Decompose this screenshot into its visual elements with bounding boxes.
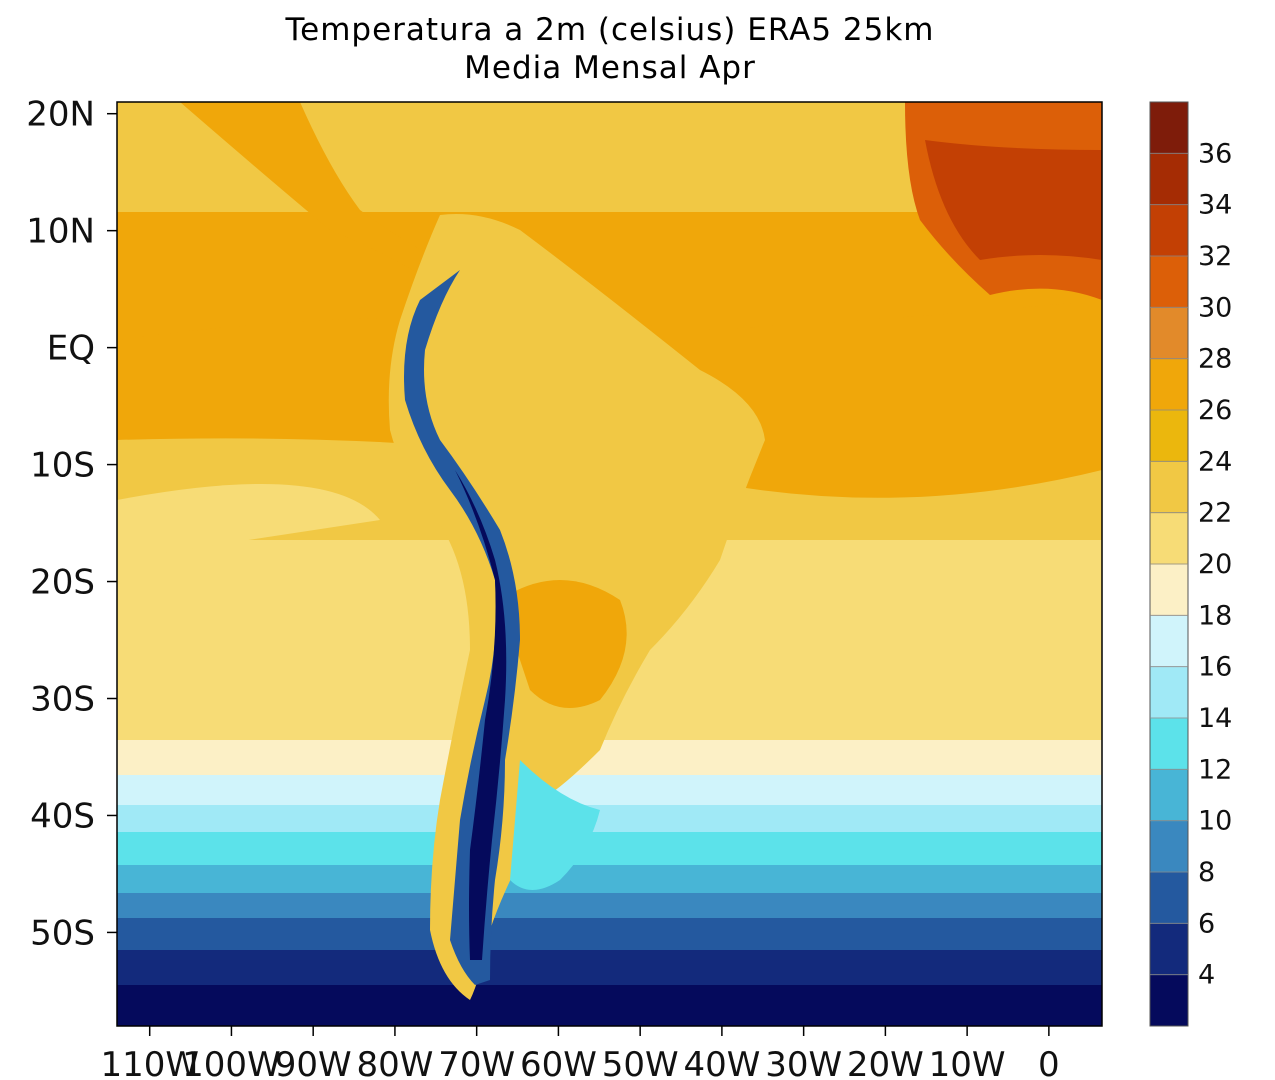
colorbar-label: 26 xyxy=(1198,395,1232,426)
colorbar-label: 30 xyxy=(1198,292,1232,323)
colorbar-label: 12 xyxy=(1198,754,1232,785)
lon-label: 20W xyxy=(847,1045,924,1080)
colorbar-label: 34 xyxy=(1198,190,1232,221)
map-title: Temperatura a 2m (celsius) ERA5 25km xyxy=(285,12,935,48)
colorbar-label: 18 xyxy=(1198,600,1232,631)
colorbar-swatch xyxy=(1150,307,1188,360)
lat-label: 10S xyxy=(30,446,95,486)
colorbar-label: 4 xyxy=(1198,960,1215,991)
lat-label: 20N xyxy=(26,95,95,135)
lat-label: 30S xyxy=(30,680,95,720)
lon-label: 70W xyxy=(438,1045,515,1080)
colorbar-swatch xyxy=(1150,769,1188,822)
lat-label: 40S xyxy=(30,796,95,836)
lon-label: 40W xyxy=(683,1045,760,1080)
colorbar-label: 32 xyxy=(1198,241,1232,272)
lon-label: 30W xyxy=(765,1045,842,1080)
colorbar-label: 16 xyxy=(1198,652,1232,683)
colorbar-swatch xyxy=(1150,153,1188,206)
lon-label: 60W xyxy=(520,1045,597,1080)
colorbar-label: 24 xyxy=(1198,446,1232,477)
colorbar-swatch xyxy=(1150,820,1188,873)
lon-label: 90W xyxy=(275,1045,352,1080)
colorbar-label: 28 xyxy=(1198,344,1232,375)
colorbar-label: 22 xyxy=(1198,498,1232,529)
colorbar-label: 8 xyxy=(1198,857,1215,888)
lon-label: 110W xyxy=(100,1045,199,1080)
map-subtitle: Media Mensal Apr xyxy=(464,50,756,86)
colorbar-swatch xyxy=(1150,615,1188,668)
colorbar-swatch xyxy=(1150,872,1188,924)
lon-label: 50W xyxy=(602,1045,679,1080)
colorbar-label: 10 xyxy=(1198,806,1232,837)
lat-label: 20S xyxy=(30,563,95,603)
colorbar-swatch xyxy=(1150,718,1188,770)
colorbar-swatch xyxy=(1150,666,1188,719)
lon-label: 100W xyxy=(182,1045,281,1080)
colorbar-swatch xyxy=(1150,410,1188,462)
lat-label: 50S xyxy=(30,913,95,953)
colorbar-label: 14 xyxy=(1198,703,1232,734)
colorbar-swatch xyxy=(1150,564,1188,616)
colorbar-swatch xyxy=(1150,256,1188,308)
colorbar-swatch xyxy=(1150,461,1188,514)
colorbar-swatch xyxy=(1150,204,1188,257)
colorbar-swatch xyxy=(1150,102,1188,154)
colorbar-label: 6 xyxy=(1198,908,1215,939)
colorbar-swatch xyxy=(1150,512,1188,565)
lon-label: 10W xyxy=(929,1045,1006,1080)
colorbar: 4 6 8 10 12 14 16 18 20 22 24 26 28 30 32 34 36 xyxy=(1149,101,1232,1027)
colorbar-swatch xyxy=(1150,358,1188,411)
colorbar-swatch xyxy=(1150,974,1188,1027)
lat-label: 10N xyxy=(26,212,95,252)
colorbar-swatch xyxy=(1150,923,1188,976)
lon-label: 0 xyxy=(1038,1045,1060,1080)
lon-label: 80W xyxy=(356,1045,433,1080)
lat-label: EQ xyxy=(47,329,95,369)
colorbar-label: 20 xyxy=(1198,549,1232,580)
colorbar-label: 36 xyxy=(1198,138,1232,169)
